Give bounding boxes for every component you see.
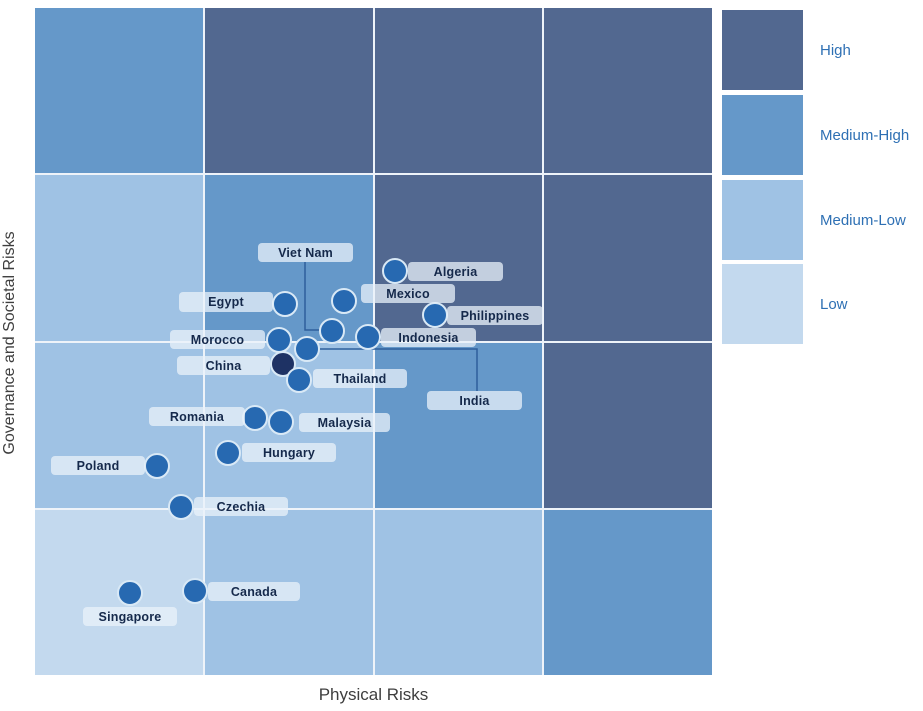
data-point-hungary bbox=[214, 439, 241, 466]
callout-line-viet-nam bbox=[304, 262, 320, 331]
country-label-morocco: Morocco bbox=[170, 330, 265, 349]
data-point-poland bbox=[143, 453, 170, 480]
data-point-malaysia bbox=[267, 409, 294, 436]
data-point-india bbox=[294, 335, 321, 362]
grid-cell-r1c3-high bbox=[374, 8, 543, 174]
country-label-canada: Canada bbox=[208, 582, 300, 601]
legend-item-low: Low bbox=[722, 264, 923, 344]
country-label-malaysia: Malaysia bbox=[299, 413, 390, 432]
x-axis-title: Physical Risks bbox=[318, 685, 429, 704]
country-label-egypt: Egypt bbox=[179, 292, 273, 312]
country-label-thailand: Thailand bbox=[313, 369, 407, 388]
grid-cell-r4c3-medium_low bbox=[374, 509, 543, 675]
grid-cell-r4c4-medium_high bbox=[544, 509, 712, 675]
legend-swatch-high bbox=[722, 10, 803, 90]
country-label-philippines: Philippines bbox=[447, 306, 543, 325]
country-label-singapore: Singapore bbox=[83, 607, 177, 626]
data-point-mexico bbox=[330, 287, 357, 314]
data-point-morocco bbox=[265, 327, 292, 354]
legend-label-high: High bbox=[820, 41, 851, 59]
plot-area: Algeria Mexico Egypt Philippines Viet Nam Mor… bbox=[35, 8, 712, 675]
country-label-algeria: Algeria bbox=[408, 262, 503, 281]
legend-swatch-medium_low bbox=[722, 180, 803, 260]
legend-swatch-low bbox=[722, 264, 803, 344]
country-label-poland: Poland bbox=[51, 456, 145, 475]
country-label-viet-nam: Viet Nam bbox=[258, 243, 353, 262]
country-label-indonesia: Indonesia bbox=[381, 328, 476, 347]
data-point-singapore bbox=[116, 579, 143, 606]
grid-cell-r2c4-high bbox=[544, 175, 712, 341]
legend-item-high: High bbox=[722, 10, 923, 90]
grid-cell-r1c4-high bbox=[544, 8, 712, 174]
legend-label-medium_high: Medium-High bbox=[820, 126, 910, 144]
grid-cell-r1c1-medium_high bbox=[35, 8, 203, 174]
data-point-philippines bbox=[422, 301, 449, 328]
data-point-indonesia bbox=[355, 323, 382, 350]
country-label-mexico: Mexico bbox=[361, 284, 455, 303]
legend-swatch-medium_high bbox=[722, 95, 803, 175]
country-label-hungary: Hungary bbox=[242, 443, 336, 462]
data-point-egypt bbox=[271, 291, 298, 318]
legend-label-medium_low: Medium-Low bbox=[820, 211, 906, 229]
grid-cell-r2c1-medium_low bbox=[35, 175, 203, 341]
legend-item-medium_high: Medium-High bbox=[722, 95, 923, 175]
data-point-viet-nam bbox=[319, 317, 346, 344]
grid-cell-r1c2-high bbox=[204, 8, 373, 174]
country-label-china: China bbox=[177, 356, 270, 375]
country-label-czechia: Czechia bbox=[194, 497, 288, 516]
grid-cell-r3c4-high bbox=[544, 342, 712, 508]
y-axis-title: Governance and Societal Risks bbox=[1, 231, 18, 455]
legend-item-medium_low: Medium-Low bbox=[722, 180, 923, 260]
data-point-czechia bbox=[168, 493, 195, 520]
data-point-thailand bbox=[286, 367, 313, 394]
country-label-india: India bbox=[427, 391, 522, 410]
legend: High Medium-High Medium-Low Low bbox=[722, 0, 923, 360]
data-point-canada bbox=[181, 577, 208, 604]
data-point-algeria bbox=[382, 257, 409, 284]
legend-label-low: Low bbox=[820, 295, 848, 313]
country-label-romania: Romania bbox=[149, 407, 245, 426]
data-point-romania bbox=[242, 405, 269, 432]
